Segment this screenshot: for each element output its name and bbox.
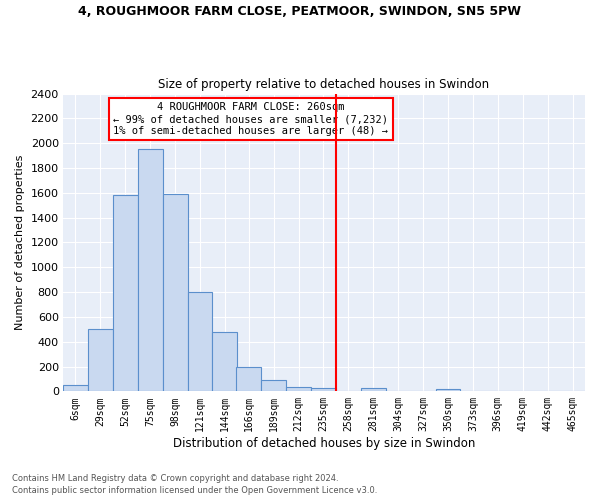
X-axis label: Distribution of detached houses by size in Swindon: Distribution of detached houses by size … <box>173 437 475 450</box>
Bar <box>361 388 386 392</box>
Bar <box>261 380 286 392</box>
Bar <box>88 330 113 392</box>
Text: 4, ROUGHMOOR FARM CLOSE, PEATMOOR, SWINDON, SN5 5PW: 4, ROUGHMOOR FARM CLOSE, PEATMOOR, SWIND… <box>79 5 521 18</box>
Y-axis label: Number of detached properties: Number of detached properties <box>15 155 25 330</box>
Title: Size of property relative to detached houses in Swindon: Size of property relative to detached ho… <box>158 78 490 91</box>
Bar <box>236 367 261 392</box>
Bar <box>286 387 311 392</box>
Bar <box>436 389 460 392</box>
Bar <box>212 332 238 392</box>
Text: 4 ROUGHMOOR FARM CLOSE: 260sqm
← 99% of detached houses are smaller (7,232)
1% o: 4 ROUGHMOOR FARM CLOSE: 260sqm ← 99% of … <box>113 102 388 136</box>
Text: Contains HM Land Registry data © Crown copyright and database right 2024.
Contai: Contains HM Land Registry data © Crown c… <box>12 474 377 495</box>
Bar <box>188 292 212 392</box>
Bar <box>113 196 138 392</box>
Bar <box>138 150 163 392</box>
Bar <box>63 384 88 392</box>
Bar <box>163 194 188 392</box>
Bar <box>311 388 336 392</box>
